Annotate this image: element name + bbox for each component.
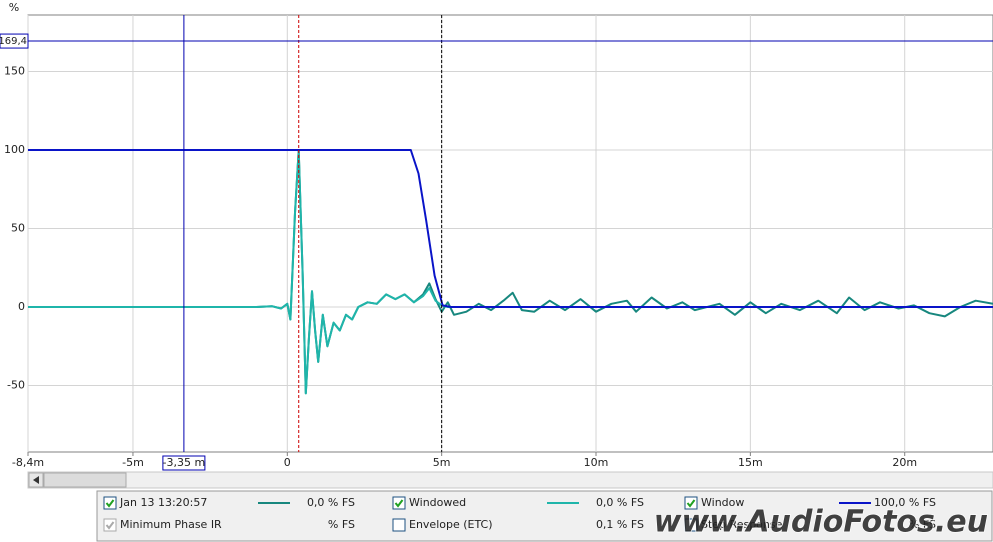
- legend-readout: 0,1 % FS: [596, 518, 644, 531]
- x-tick-label: 10m: [584, 456, 609, 469]
- series-line: [28, 149, 993, 395]
- legend-readout: 0,0 % FS: [307, 496, 355, 509]
- cursor-y-box: [0, 33, 29, 49]
- checkbox[interactable]: [392, 518, 406, 532]
- scroll-thumb[interactable]: [43, 472, 127, 488]
- legend-label: Jan 13 13:20:57: [119, 496, 207, 509]
- legend-label: Step Response: [701, 518, 783, 531]
- x-tick-label: -5m: [122, 456, 144, 469]
- y-tick-label: 100: [4, 143, 25, 156]
- checkmark: [686, 499, 696, 508]
- y-tick-label: -50: [7, 378, 25, 391]
- y-tick-label: 0: [18, 300, 25, 313]
- checkbox[interactable]: [392, 496, 406, 510]
- x-tick-label: 20m: [892, 456, 917, 469]
- legend-label: Window: [701, 496, 744, 509]
- checkmark: [105, 521, 115, 530]
- legend-panel: [96, 490, 993, 542]
- cursor-x-label: -3,35 m: [163, 456, 206, 469]
- legend-readout: % FS: [909, 518, 936, 531]
- scrollbar[interactable]: [27, 471, 993, 489]
- x-tick-label: 0: [284, 456, 291, 469]
- checkmark: [394, 499, 404, 508]
- checkbox[interactable]: [684, 518, 698, 532]
- x-tick-label: 5m: [433, 456, 451, 469]
- y-tick-label: 50: [11, 221, 25, 234]
- x-tick-label: 15m: [738, 456, 763, 469]
- y-axis-label: %: [9, 1, 19, 14]
- watermark: www.AudioFotos.eu: [654, 505, 988, 540]
- checkmark: [105, 499, 115, 508]
- cursor-y-label: 169,4: [0, 36, 27, 47]
- y-tick-label: 150: [4, 65, 25, 78]
- legend-readout: % FS: [328, 518, 355, 531]
- legend-label: Envelope (ETC): [409, 518, 493, 531]
- scroll-arrow: [33, 476, 39, 484]
- legend-label: Windowed: [409, 496, 466, 509]
- legend-readout: 0,0 % FS: [596, 496, 644, 509]
- cursor-x-box: [162, 455, 206, 471]
- legend-readout: 100,0 % FS: [874, 496, 936, 509]
- checkbox[interactable]: [103, 518, 117, 532]
- series-line: [28, 149, 993, 308]
- x-tick-label: -8,4m: [12, 456, 44, 469]
- plot-area: [27, 14, 993, 453]
- legend-label: Minimum Phase IR: [120, 518, 222, 531]
